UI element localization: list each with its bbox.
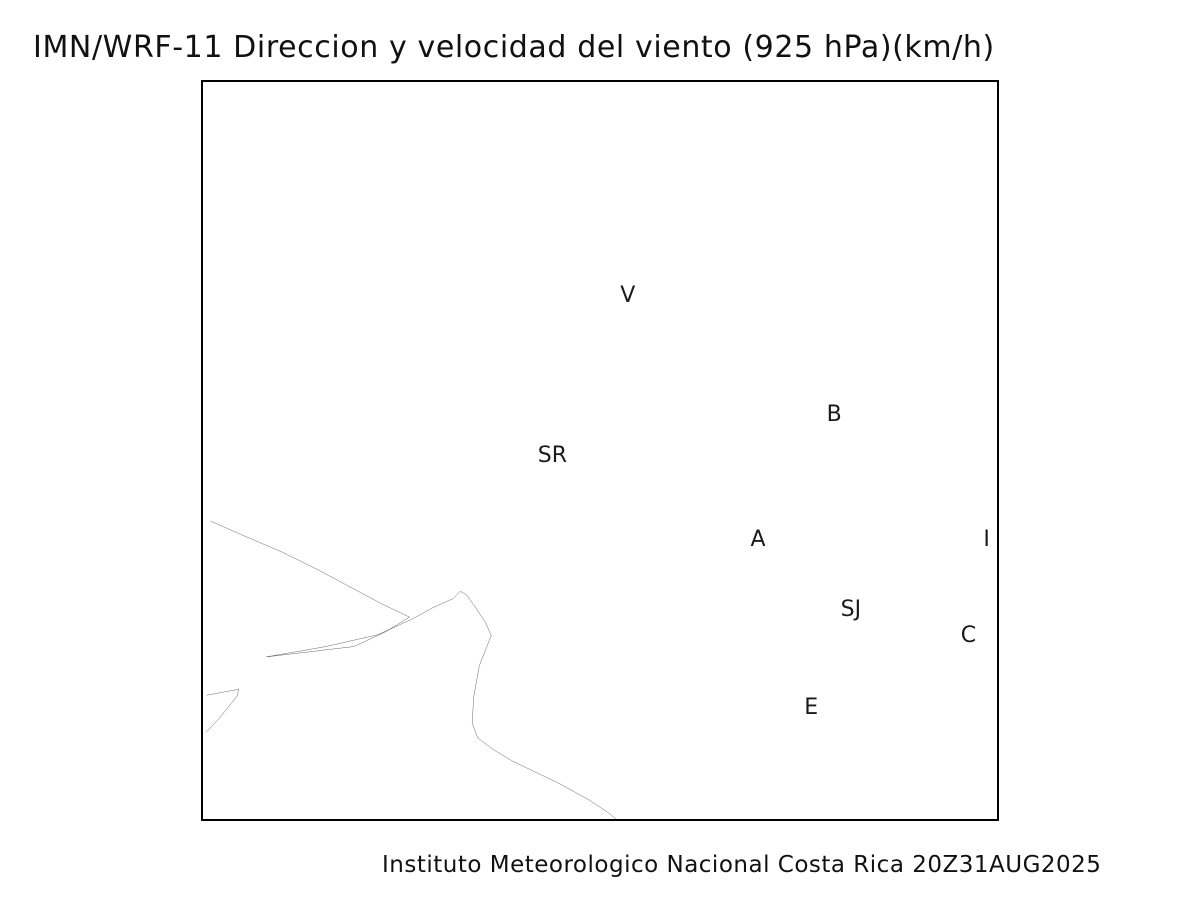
station-label-sr: SR: [537, 443, 567, 469]
station-label-v: V: [620, 282, 636, 308]
station-label-e: E: [804, 695, 819, 721]
page-title: IMN/WRF-11 Direccion y velocidad del vie…: [33, 30, 995, 65]
station-label-b: B: [826, 402, 842, 428]
coastline-nicoya-peninsula-tip: [206, 689, 239, 732]
station-label-a: A: [750, 526, 766, 552]
map-plot-area: V B SR A I SJ C E: [201, 80, 999, 821]
station-label-i: I: [983, 526, 990, 552]
station-label-sj: SJ: [840, 597, 862, 623]
coastline-pacific-coast-main: [211, 521, 616, 819]
station-label-c: C: [960, 623, 977, 649]
coastline-svg: [203, 82, 997, 819]
footer-attribution: Instituto Meteorologico Nacional Costa R…: [382, 852, 1102, 878]
